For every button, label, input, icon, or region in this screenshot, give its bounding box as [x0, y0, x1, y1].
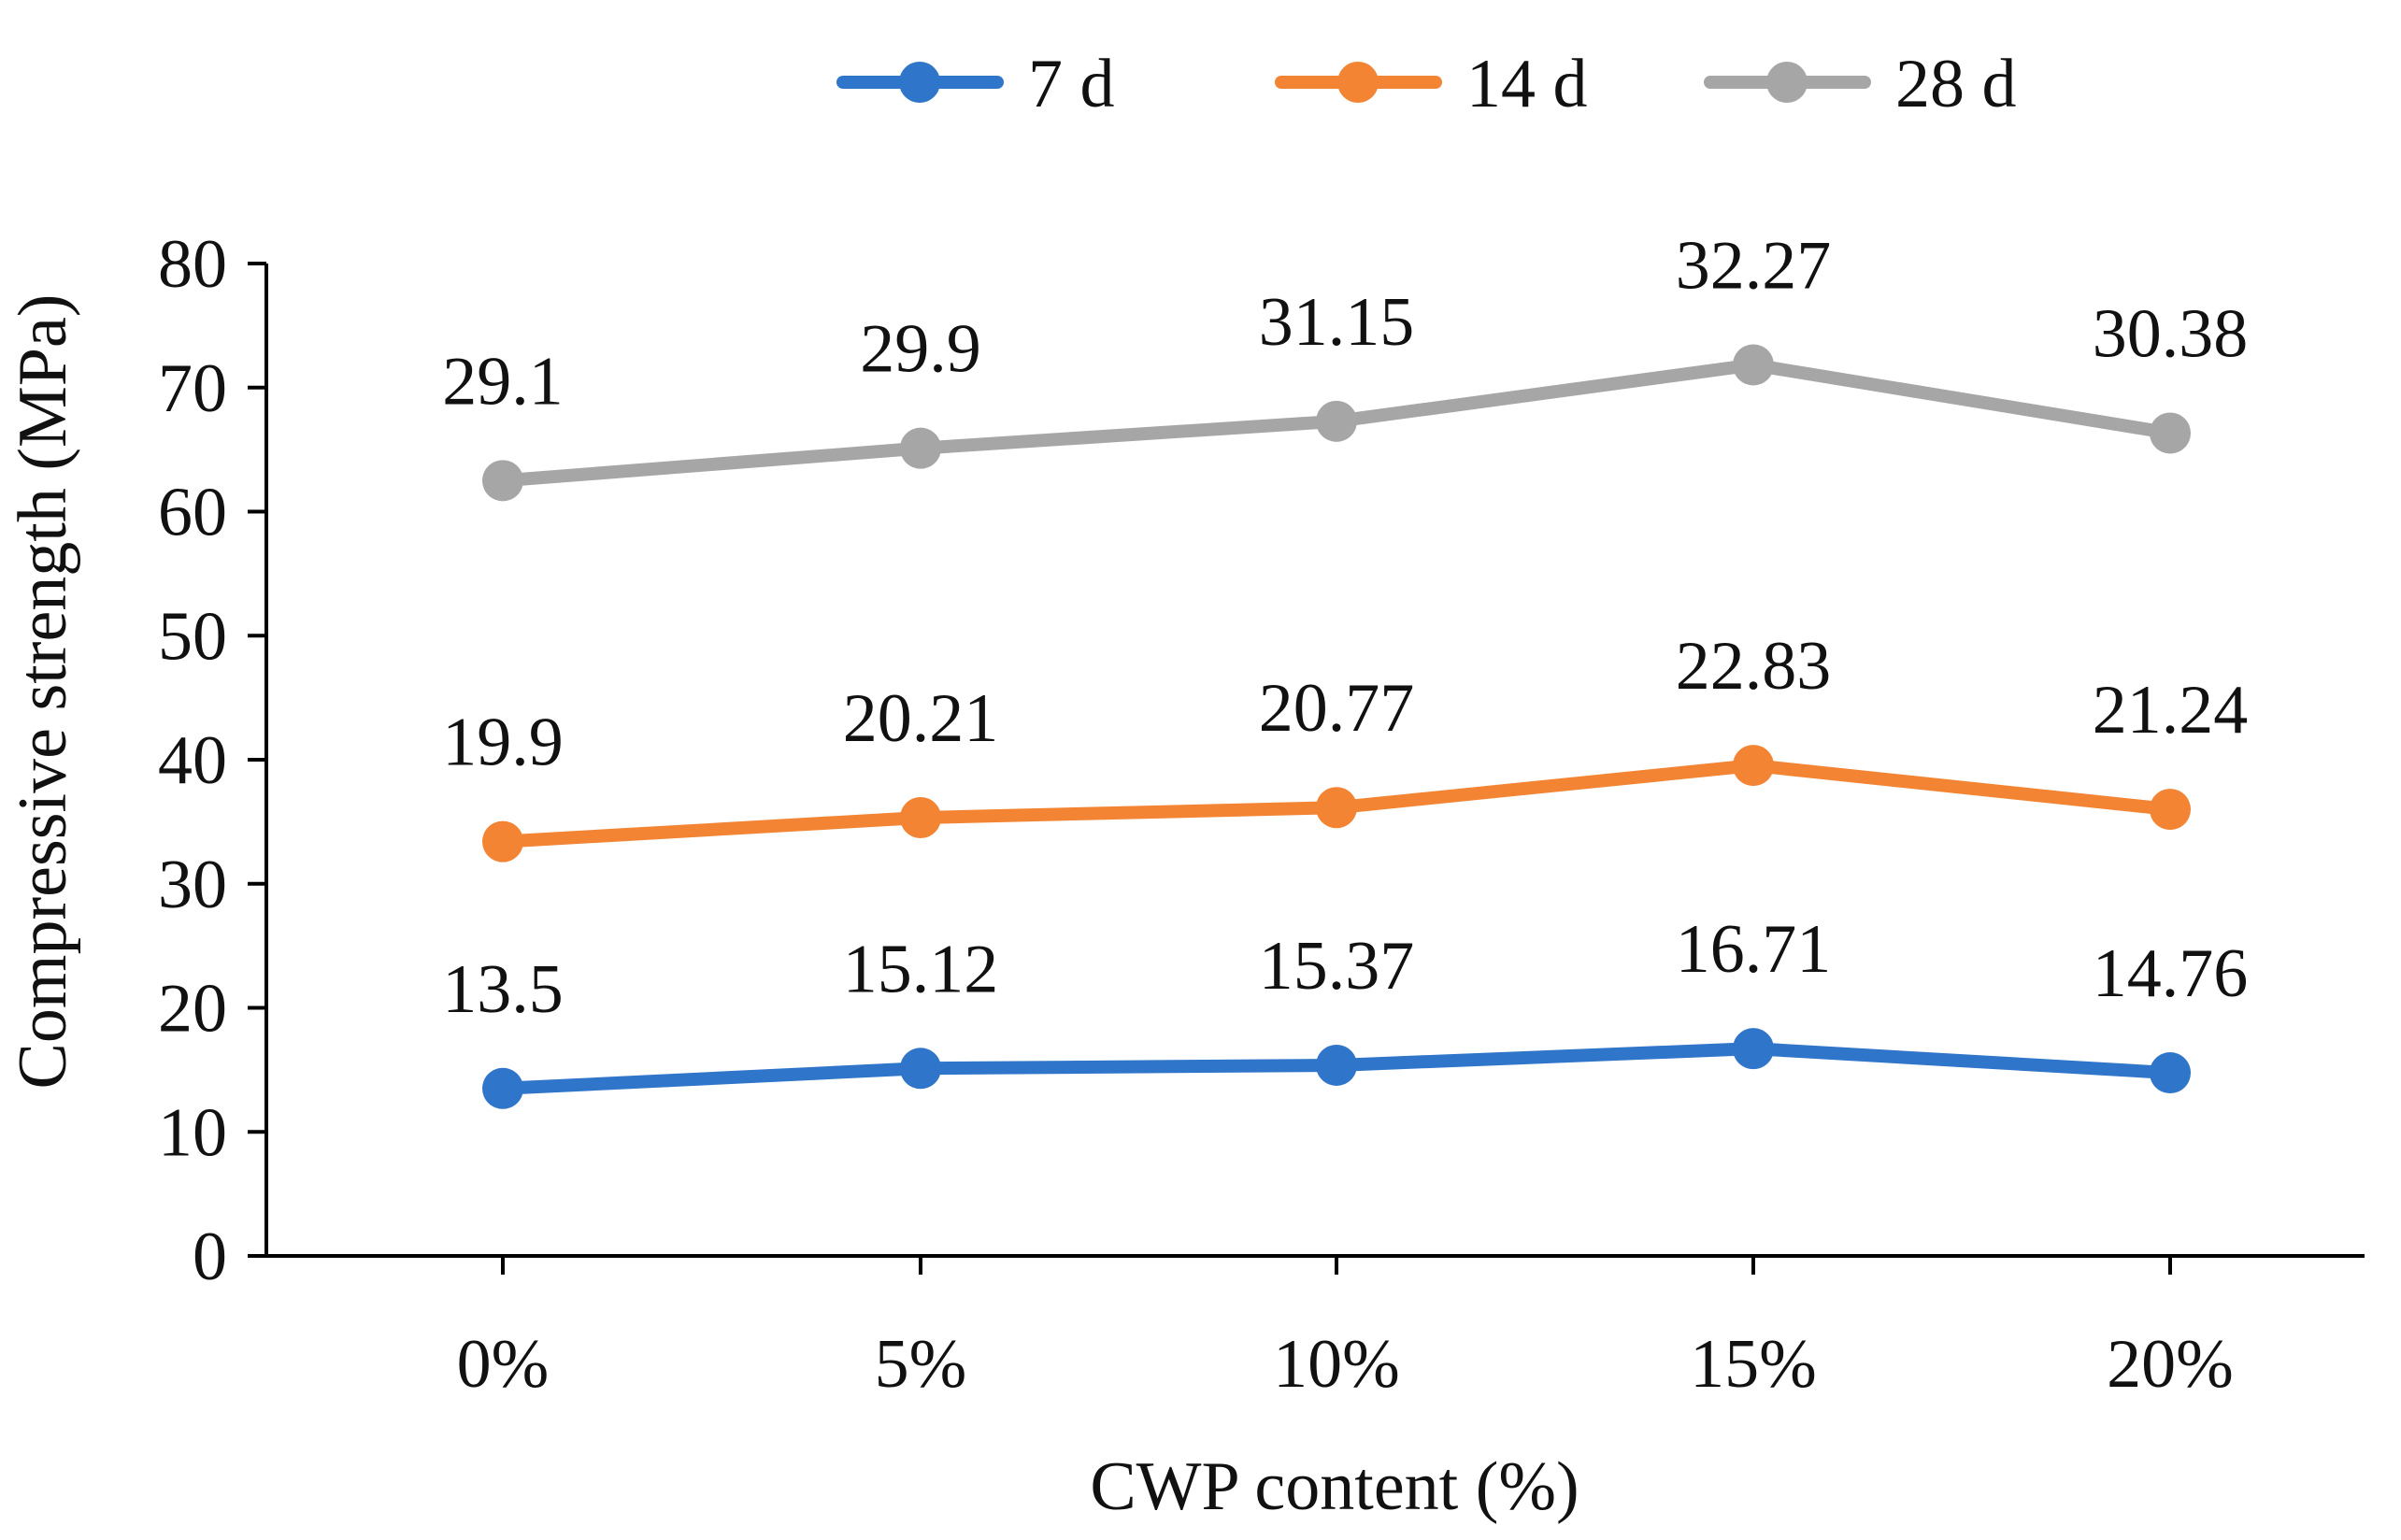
point-14-d-0pct	[482, 820, 523, 863]
data-label-14-d-10pct: 20.77	[1259, 670, 1415, 747]
data-label-28-d-5pct: 29.9	[860, 311, 981, 388]
data-label-28-d-0pct: 29.1	[442, 343, 564, 420]
legend-label-7-d: 7 d	[1028, 46, 1115, 122]
legend-item-28-d: 28 d	[1704, 46, 2017, 122]
data-label-14-d-5pct: 20.21	[843, 680, 999, 757]
legend: 7 d 14 d 28 d	[836, 46, 2017, 122]
legend-item-14-d: 14 d	[1275, 46, 1588, 122]
point-28-d-15pct	[1733, 344, 1774, 386]
x-tick-label-10pct: 10%	[1273, 1326, 1400, 1403]
point-14-d-10pct	[1316, 787, 1357, 829]
series-layer	[482, 344, 2191, 1109]
x-axis-title: CWP content (%)	[1090, 1448, 1579, 1525]
data-label-14-d-15pct: 22.83	[1676, 628, 1832, 705]
data-label-7-d-10pct: 15.37	[1259, 928, 1415, 1005]
y-tick-label-30: 30	[158, 847, 227, 923]
legend-swatch-point-7-d	[899, 62, 940, 103]
legend-label-28-d: 28 d	[1895, 46, 2017, 122]
x-tick-label-5pct: 5%	[875, 1326, 967, 1403]
legend-swatch-point-28-d	[1766, 62, 1808, 103]
point-28-d-20pct	[2150, 412, 2191, 454]
point-7-d-20pct	[2150, 1052, 2191, 1094]
y-tick-label-70: 70	[158, 350, 227, 427]
y-tick-label-20: 20	[158, 971, 227, 1048]
point-14-d-5pct	[900, 796, 941, 838]
axes: 0 10 20 30 40 50 60 70 80 0% 5% 10% 15% 20%	[158, 226, 2365, 1403]
data-label-7-d-20pct: 14.76	[2093, 935, 2249, 1012]
point-7-d-15pct	[1733, 1028, 1774, 1070]
point-28-d-0pct	[482, 460, 523, 502]
data-label-28-d-10pct: 31.15	[1259, 284, 1415, 361]
data-label-28-d-15pct: 32.27	[1676, 227, 1832, 304]
data-labels: 13.5 15.12 15.37 16.71 14.76 19.9 20.21 20.77 22…	[442, 227, 2248, 1027]
y-tick-label-10: 10	[158, 1094, 227, 1171]
point-7-d-5pct	[900, 1048, 941, 1090]
legend-label-14-d: 14 d	[1466, 46, 1588, 122]
data-label-7-d-0pct: 13.5	[442, 951, 564, 1028]
data-label-28-d-20pct: 30.38	[2093, 295, 2249, 372]
legend-swatch-point-14-d	[1337, 62, 1379, 103]
y-tick-label-50: 50	[158, 598, 227, 675]
point-28-d-10pct	[1316, 400, 1357, 442]
x-tick-label-15pct: 15%	[1690, 1326, 1817, 1403]
x-tick-label-20pct: 20%	[2107, 1326, 2234, 1403]
point-14-d-20pct	[2150, 789, 2191, 831]
y-tick-label-0: 0	[193, 1219, 227, 1295]
y-tick-label-80: 80	[158, 226, 227, 303]
y-tick-label-60: 60	[158, 475, 227, 551]
x-tick-label-0pct: 0%	[457, 1326, 550, 1403]
data-label-14-d-0pct: 19.9	[442, 705, 564, 781]
y-tick-label-40: 40	[158, 722, 227, 799]
point-7-d-10pct	[1316, 1044, 1357, 1086]
point-7-d-0pct	[482, 1067, 523, 1109]
data-label-14-d-20pct: 21.24	[2093, 672, 2249, 749]
point-28-d-5pct	[900, 427, 941, 469]
data-label-7-d-5pct: 15.12	[843, 931, 999, 1007]
legend-item-7-d: 7 d	[836, 46, 1115, 122]
y-axis-title: Compressive strength (MPa)	[5, 294, 81, 1090]
data-label-7-d-15pct: 16.71	[1676, 911, 1832, 988]
point-14-d-15pct	[1733, 745, 1774, 787]
